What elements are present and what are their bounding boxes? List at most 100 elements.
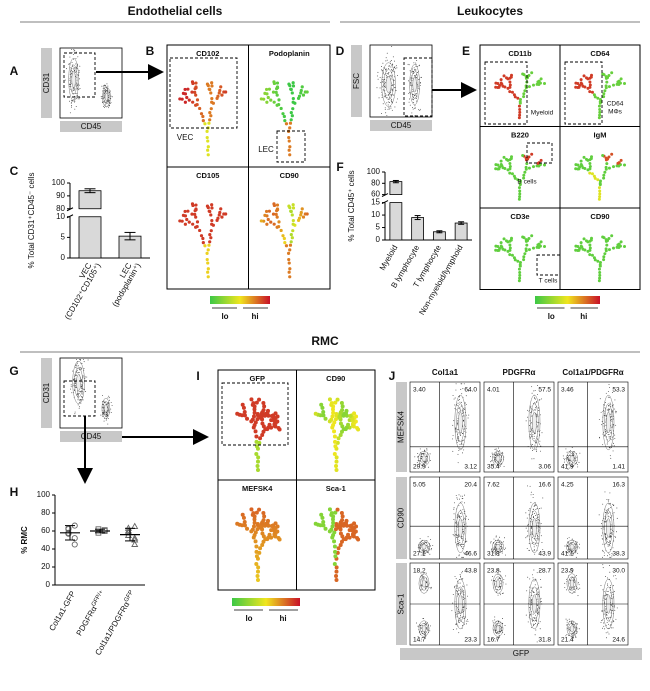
cell-dot	[598, 113, 602, 117]
cell-dot	[266, 95, 270, 100]
event-dot	[525, 420, 527, 422]
event-dot	[541, 432, 543, 434]
event-dot	[499, 551, 501, 553]
legend-label: hi	[251, 312, 258, 321]
event-dot	[464, 402, 466, 404]
event-dot	[609, 545, 611, 547]
cell-dot	[291, 222, 295, 226]
event-dot	[496, 638, 498, 640]
data-point	[71, 535, 78, 542]
gate	[403, 57, 433, 117]
event-dot	[77, 74, 79, 76]
event-dot	[495, 535, 497, 537]
contour	[412, 76, 417, 93]
event-dot	[106, 101, 108, 103]
event-dot	[78, 401, 80, 403]
cell-dot	[277, 220, 281, 224]
event-dot	[495, 452, 497, 454]
contour	[419, 541, 429, 552]
quadrant-percent: 14.7	[413, 637, 426, 644]
cell-dot	[579, 159, 583, 163]
event-dot	[392, 63, 393, 65]
cell-dot	[597, 116, 601, 120]
event-dot	[612, 594, 614, 595]
event-dot	[461, 592, 463, 594]
cell-dot	[354, 414, 359, 419]
event-dot	[460, 512, 462, 514]
cell-dot	[499, 78, 503, 82]
event-dot	[377, 78, 379, 80]
event-dot	[610, 418, 612, 420]
event-dot	[73, 378, 75, 380]
event-dot	[75, 51, 77, 53]
event-dot	[460, 409, 461, 411]
event-dot	[533, 438, 535, 439]
event-dot	[458, 514, 460, 516]
cell-dot	[183, 209, 187, 214]
event-dot	[564, 587, 566, 589]
cell-dot	[332, 434, 337, 439]
cell-dot	[277, 427, 282, 432]
event-dot	[539, 628, 541, 630]
cell-dot	[588, 80, 592, 84]
event-dot	[606, 613, 608, 615]
event-dot	[70, 73, 72, 75]
event-dot	[609, 413, 611, 415]
contour	[492, 451, 504, 466]
gate	[63, 52, 96, 98]
cell-dot	[267, 209, 272, 213]
event-dot	[605, 521, 607, 523]
event-dot	[458, 632, 460, 634]
quadrant-percent: 16.6	[538, 482, 551, 489]
tile-title: IgM	[594, 130, 607, 139]
cell-dot	[271, 526, 276, 531]
event-dot	[424, 461, 426, 463]
cell-dot	[356, 537, 361, 542]
event-dot	[527, 523, 529, 525]
quadrant-percent: 7.62	[487, 482, 500, 489]
cell-dot	[543, 163, 547, 167]
quadrant-percent: 31.8	[538, 637, 551, 644]
data-point	[131, 540, 139, 547]
event-dot	[495, 536, 497, 538]
cell-dot	[180, 97, 184, 101]
cell-dot	[262, 219, 266, 223]
event-dot	[462, 609, 464, 611]
event-dot	[382, 76, 384, 78]
tile-title: CD105	[196, 171, 219, 180]
event-dot	[422, 578, 424, 580]
cell-dot	[586, 249, 590, 253]
event-dot	[529, 607, 531, 609]
cell-dot	[260, 433, 265, 438]
event-dot	[538, 595, 540, 597]
cell-dot	[518, 195, 522, 199]
cell-dot	[517, 186, 521, 190]
event-dot	[75, 63, 77, 65]
cell-dot	[352, 411, 357, 416]
event-dot	[540, 523, 542, 525]
event-dot	[539, 443, 541, 445]
panel-letter: I	[196, 369, 199, 383]
event-dot	[386, 74, 387, 76]
cell-dot	[602, 255, 606, 259]
event-dot	[612, 415, 614, 417]
cell-dot	[352, 521, 357, 526]
event-dot	[600, 411, 602, 413]
plot-frame	[59, 357, 123, 429]
quadrant-percent: 28.7	[538, 568, 551, 575]
cell-dot	[588, 171, 592, 175]
cell-dot	[607, 166, 611, 170]
panel-letter: G	[9, 364, 18, 378]
annotation: VEC	[177, 133, 194, 142]
event-dot	[452, 629, 454, 631]
event-dot	[420, 453, 422, 455]
cell-dot	[521, 72, 525, 76]
event-dot	[494, 458, 496, 460]
event-dot	[462, 498, 464, 500]
event-dot	[525, 527, 527, 529]
event-dot	[107, 100, 109, 102]
cell-dot	[275, 103, 279, 107]
event-dot	[531, 392, 533, 394]
cell-dot	[584, 239, 588, 243]
event-dot	[412, 107, 413, 108]
